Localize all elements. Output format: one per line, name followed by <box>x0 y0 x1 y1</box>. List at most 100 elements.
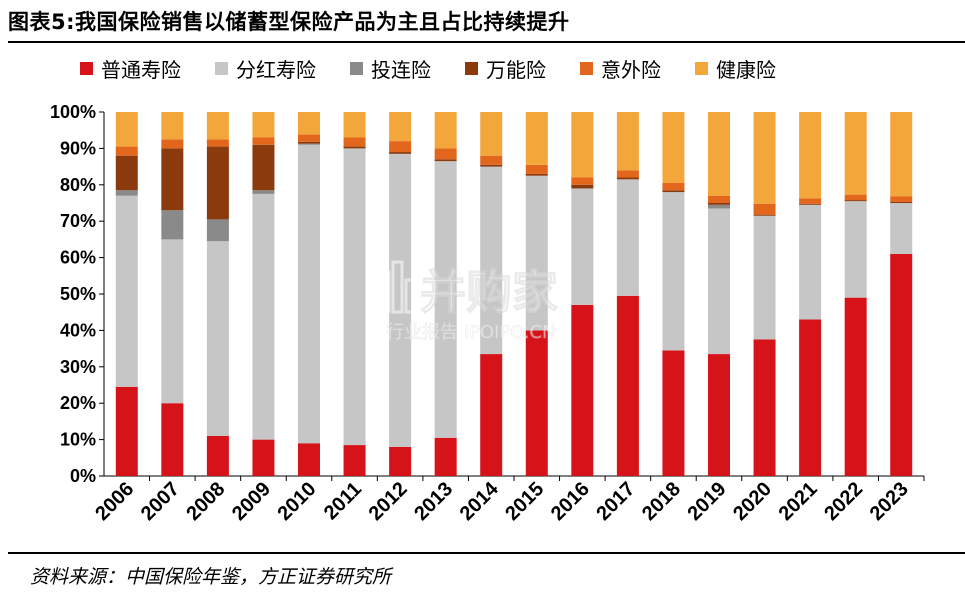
x-tick-label: 2019 <box>684 478 731 525</box>
bar-segment <box>115 190 138 196</box>
bar-segment <box>616 177 639 180</box>
y-tick-label: 0% <box>70 466 96 486</box>
y-tick-label: 80% <box>60 175 96 195</box>
bar-segment <box>480 164 503 167</box>
x-tick-label: 2008 <box>182 478 229 525</box>
x-tick-label: 2014 <box>456 477 504 525</box>
bar-segment <box>480 354 503 476</box>
watermark-icon-bar <box>404 278 417 314</box>
bar-segment <box>708 195 730 203</box>
y-tick-label: 40% <box>60 320 96 340</box>
legend-item: 普通寿险 <box>80 54 181 83</box>
bar-segment <box>844 200 867 202</box>
bar-segment <box>343 445 366 476</box>
legend-swatch <box>465 62 478 75</box>
legend-item: 健康险 <box>695 54 776 83</box>
y-tick-label: 50% <box>60 284 96 304</box>
x-tick-label: 2022 <box>820 478 867 525</box>
bar-segment <box>662 190 685 193</box>
x-tick-label: 2009 <box>228 478 275 525</box>
bar-segment <box>434 161 457 438</box>
legend-item: 分红寿险 <box>215 54 316 83</box>
bar-segment <box>708 204 730 209</box>
bar-segment <box>571 188 594 305</box>
y-tick-label: 20% <box>60 393 96 413</box>
bar-segment <box>571 177 594 185</box>
bar-segment <box>890 196 913 202</box>
bar-segment <box>753 112 776 204</box>
bar-segment <box>616 179 639 296</box>
bar-segment <box>161 148 184 211</box>
bar-segment <box>799 203 822 205</box>
bar-segment <box>161 403 184 476</box>
bar-segment <box>662 192 685 351</box>
bar-segment <box>252 193 275 440</box>
bar-segment <box>298 134 320 142</box>
bar-segment <box>434 148 457 160</box>
bar-segment <box>115 146 138 156</box>
x-tick-label: 2021 <box>775 478 822 525</box>
bar-segment <box>844 194 867 201</box>
title-rule <box>8 41 965 43</box>
bar-segment <box>161 112 184 140</box>
bar-segment <box>206 435 229 476</box>
y-tick-label: 30% <box>60 357 96 377</box>
bar-segment <box>343 146 366 149</box>
bar-segment <box>708 203 730 205</box>
legend-label: 意外险 <box>601 58 661 82</box>
bar-segment <box>525 164 548 174</box>
y-tick-label: 60% <box>60 248 96 268</box>
bar-segment <box>115 112 138 147</box>
bar-segment <box>844 112 867 195</box>
bar-segment <box>389 112 412 142</box>
x-tick-label: 2015 <box>501 478 548 525</box>
legend-swatch <box>695 62 708 75</box>
bar-segment <box>206 139 229 147</box>
bar-segment <box>389 153 412 447</box>
bar-segment <box>206 241 229 436</box>
figure-title: 图表5:我国保险销售以储蓄型保险产品为主且占比持续提升 <box>8 10 570 34</box>
legend-label: 健康险 <box>716 58 776 82</box>
bar-segment <box>844 201 867 298</box>
bar-segment <box>298 112 320 135</box>
y-tick-label: 10% <box>60 430 96 450</box>
x-tick-label: 2016 <box>547 478 594 525</box>
bar-segment <box>662 182 685 191</box>
x-tick-label: 2013 <box>410 478 457 525</box>
bar-segment <box>343 112 366 138</box>
bar-segment <box>708 354 730 476</box>
bar-segment <box>571 304 594 476</box>
chart-legend: 普通寿险 分红寿险 投连险 万能险 意外险 健康险 <box>80 54 810 83</box>
bar-segment <box>252 137 275 145</box>
x-tick-label: 2017 <box>592 478 639 525</box>
watermark-icon <box>378 270 391 314</box>
x-tick-label: 2012 <box>365 478 412 525</box>
bar-segment <box>480 166 503 355</box>
x-tick-label: 2010 <box>274 478 321 525</box>
source-rule <box>8 552 965 554</box>
bar-segment <box>389 446 412 476</box>
y-tick-label: 100% <box>50 102 96 122</box>
bar-segment <box>525 330 548 476</box>
bar-segment <box>252 144 275 191</box>
bar-segment <box>799 112 822 199</box>
bar-segment <box>753 203 776 215</box>
bar-segment <box>252 439 275 476</box>
bar-segment <box>844 297 867 476</box>
bar-segment <box>343 137 366 147</box>
bar-segment <box>890 253 913 476</box>
legend-swatch <box>80 62 93 75</box>
bar-segment <box>753 214 776 216</box>
bar-segment <box>115 386 138 476</box>
bar-segment <box>434 159 457 162</box>
bar-segment <box>434 112 457 149</box>
bar-segment <box>799 319 822 476</box>
bar-segment <box>434 437 457 476</box>
bar-segment <box>753 339 776 476</box>
legend-item: 万能险 <box>465 54 546 83</box>
legend-label: 普通寿险 <box>101 58 181 82</box>
legend-item: 意外险 <box>580 54 661 83</box>
bar-segment <box>298 443 320 476</box>
bar-segment <box>525 173 548 176</box>
